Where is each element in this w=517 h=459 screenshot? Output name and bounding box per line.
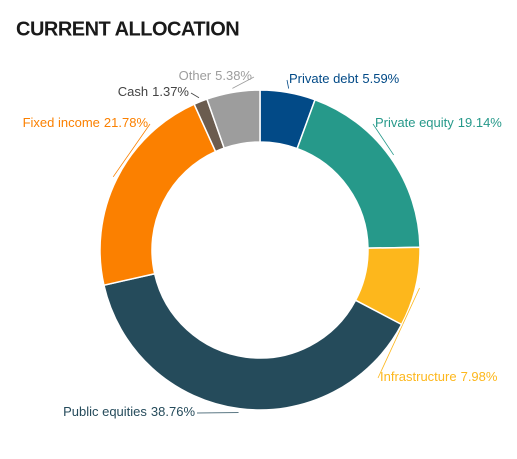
slice-value: 5.59% <box>362 71 399 86</box>
slice-value: 19.14% <box>458 115 503 130</box>
slice-label: Fixed income 21.78% <box>23 115 149 130</box>
donut-segment <box>205 89 261 150</box>
slice-value: 7.98% <box>461 369 498 384</box>
leader-line <box>377 287 420 379</box>
slice-label: Private equity 19.14% <box>375 115 502 130</box>
leader-line <box>286 79 290 89</box>
slice-name: Cash <box>118 84 148 99</box>
slice-name: Private equity <box>375 115 454 130</box>
slice-value: 1.37% <box>152 84 189 99</box>
leader-line <box>112 123 151 178</box>
slice-label: Other 5.38% <box>179 68 253 83</box>
slice-label: Private debt 5.59% <box>289 71 400 86</box>
slice-value: 5.38% <box>215 68 252 83</box>
slice-name: Infrastructure <box>380 369 457 384</box>
donut-segment <box>99 103 217 287</box>
chart-title: CURRENT ALLOCATION <box>16 18 239 40</box>
slice-value: 21.78% <box>104 115 149 130</box>
slice-name: Fixed income <box>23 115 100 130</box>
leader-line <box>232 76 255 89</box>
slice-label: Infrastructure 7.98% <box>380 369 498 384</box>
slice-value: 38.76% <box>151 404 196 419</box>
slice-label: Public equities 38.76% <box>63 404 195 419</box>
leader-line <box>190 92 200 99</box>
slice-label: Cash 1.37% <box>118 84 190 99</box>
slice-name: Public equities <box>63 404 147 419</box>
leader-line <box>372 123 394 156</box>
donut-segment <box>103 272 403 411</box>
slice-name: Other <box>179 68 212 83</box>
slice-name: Private debt <box>289 71 359 86</box>
